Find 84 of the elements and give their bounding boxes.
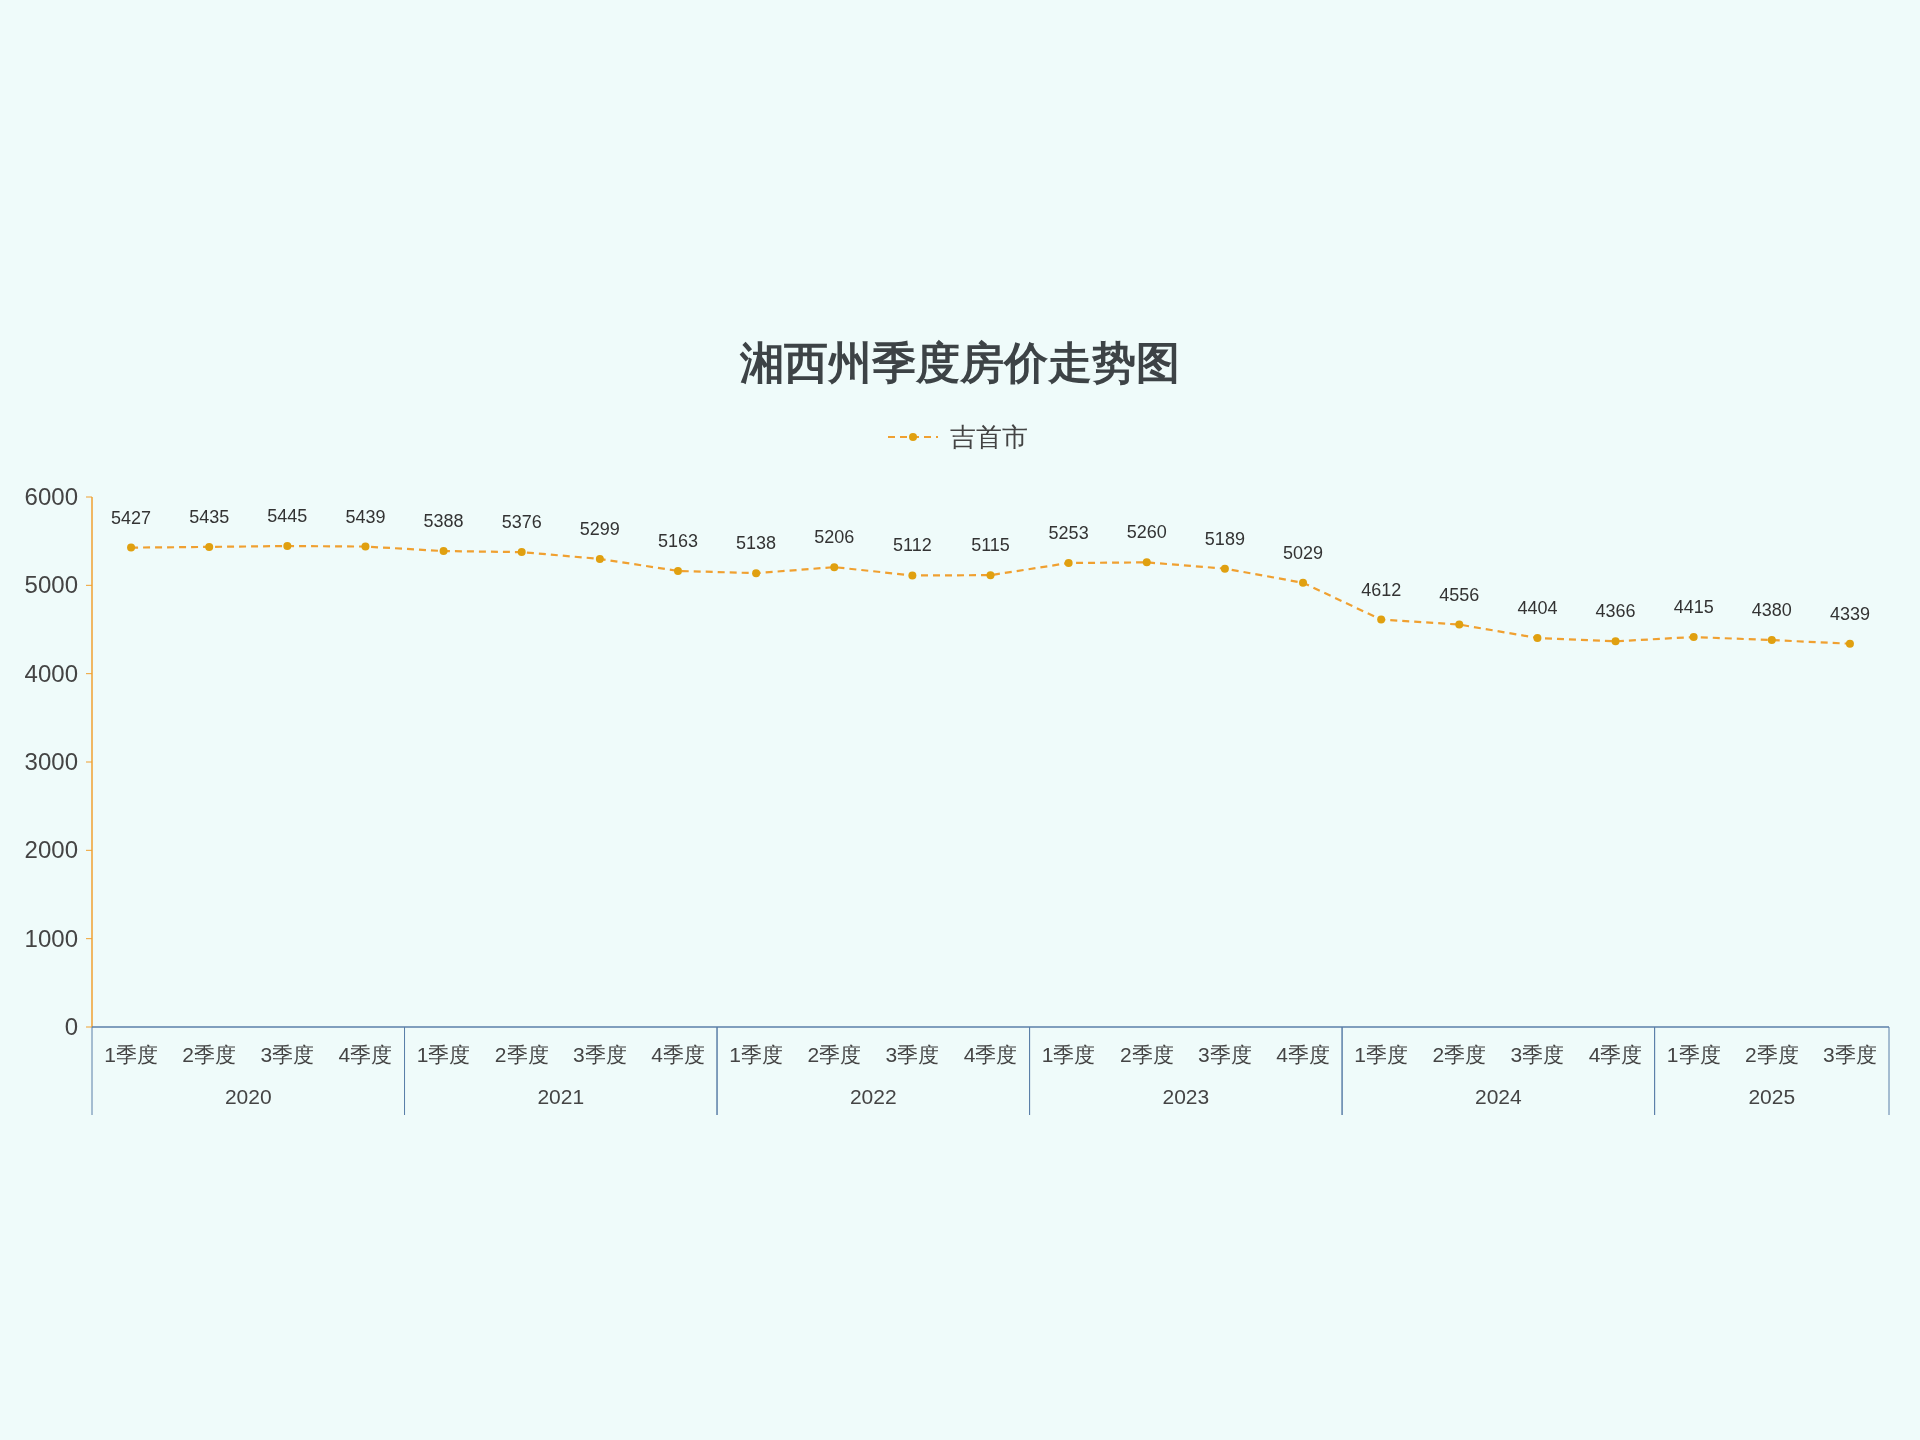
text: 2025 <box>1748 1085 1796 1108</box>
data-label: 5260 <box>1126 522 1167 543</box>
text: 2023 <box>1162 1085 1210 1108</box>
x-tick-label: 1季度 <box>729 1043 783 1066</box>
data-label: 4404 <box>1517 597 1558 618</box>
x-tick-label: 2季度 <box>1744 1043 1799 1066</box>
data-label: 5029 <box>1283 542 1324 563</box>
data-label: 5112 <box>893 535 932 556</box>
point <box>986 571 995 580</box>
data-label: 5388 <box>423 511 464 532</box>
x-tick-label: 4季度 <box>1588 1043 1643 1066</box>
point <box>361 542 370 551</box>
data-label: 4339 <box>1829 603 1870 624</box>
text: 2024 <box>1474 1085 1523 1108</box>
data-label: 5206 <box>814 527 855 548</box>
x-tick-label: 3季度 <box>885 1043 940 1066</box>
point <box>439 547 448 556</box>
data-label: 4415 <box>1673 597 1714 618</box>
data-label: 5163 <box>657 530 698 551</box>
x-tick-label: 2季度 <box>494 1043 549 1066</box>
x-tick-label: 3季度 <box>260 1043 315 1066</box>
point <box>1611 637 1620 646</box>
point <box>517 548 526 557</box>
x-tick-label: 3季度 <box>573 1043 627 1066</box>
y-tick-label: 4000 <box>24 659 78 687</box>
point <box>830 563 839 572</box>
text: 2021 <box>537 1085 585 1108</box>
point <box>908 571 917 580</box>
y-tick-label: 3000 <box>24 748 78 775</box>
x-tick-label: 1季度 <box>1354 1043 1408 1066</box>
x-tick-label: 4季度 <box>338 1043 393 1066</box>
data-label: 5138 <box>736 533 777 554</box>
data-label: 5189 <box>1204 528 1245 549</box>
y-tick-label: 0 <box>64 1013 78 1040</box>
point <box>205 542 214 551</box>
x-tick-label: 4季度 <box>963 1043 1018 1066</box>
x-tick-label: 1季度 <box>1666 1043 1721 1066</box>
point <box>1299 578 1308 587</box>
data-label: 5253 <box>1048 522 1089 543</box>
point <box>673 566 682 575</box>
point <box>1689 633 1698 642</box>
x-tick-label: 2季度 <box>1432 1043 1487 1066</box>
y-tick-label: 5000 <box>24 571 78 599</box>
legend-label: 吉首市 <box>950 422 1028 452</box>
x-tick-label: 2季度 <box>182 1043 237 1066</box>
point <box>1377 615 1386 624</box>
x-tick-label: 1季度 <box>1041 1043 1096 1066</box>
text: 2020 <box>224 1085 272 1108</box>
y-tick-label: 6000 <box>24 483 78 510</box>
data-label: 5376 <box>501 512 542 533</box>
point <box>1533 633 1542 642</box>
data-label: 5445 <box>267 506 308 527</box>
y-tick-label: 1000 <box>24 924 78 952</box>
point <box>127 543 136 552</box>
data-label: 4366 <box>1595 601 1636 622</box>
text: 2022 <box>849 1085 897 1108</box>
x-tick-label: 4季度 <box>1276 1043 1330 1066</box>
x-tick-label: 3季度 <box>1510 1043 1565 1066</box>
data-label: 5435 <box>189 506 230 527</box>
x-tick-label: 2季度 <box>1119 1043 1174 1066</box>
point <box>1142 558 1151 567</box>
x-tick-label: 1季度 <box>104 1043 158 1066</box>
x-tick-label: 2季度 <box>807 1043 862 1066</box>
chart-title: 湘西州季度房价走势图 <box>739 338 1180 387</box>
data-label: 5427 <box>111 507 152 528</box>
point <box>1455 620 1464 629</box>
x-tick-label: 1季度 <box>416 1043 471 1066</box>
point <box>752 569 761 578</box>
data-label: 5439 <box>345 506 386 527</box>
point <box>1064 558 1073 567</box>
point <box>1220 564 1229 573</box>
x-tick-label: 3季度 <box>1823 1043 1877 1066</box>
point <box>283 542 292 551</box>
x-tick-label: 3季度 <box>1198 1043 1252 1066</box>
data-label: 5299 <box>579 518 620 539</box>
point <box>595 554 604 563</box>
data-label: 4556 <box>1439 584 1480 605</box>
y-tick-label: 2000 <box>24 836 78 864</box>
x-tick-label: 4季度 <box>651 1043 705 1066</box>
data-label: 4612 <box>1361 579 1402 600</box>
data-label: 5115 <box>971 535 1010 556</box>
data-label: 4380 <box>1751 600 1792 621</box>
point <box>1767 636 1776 645</box>
point <box>1845 639 1854 648</box>
